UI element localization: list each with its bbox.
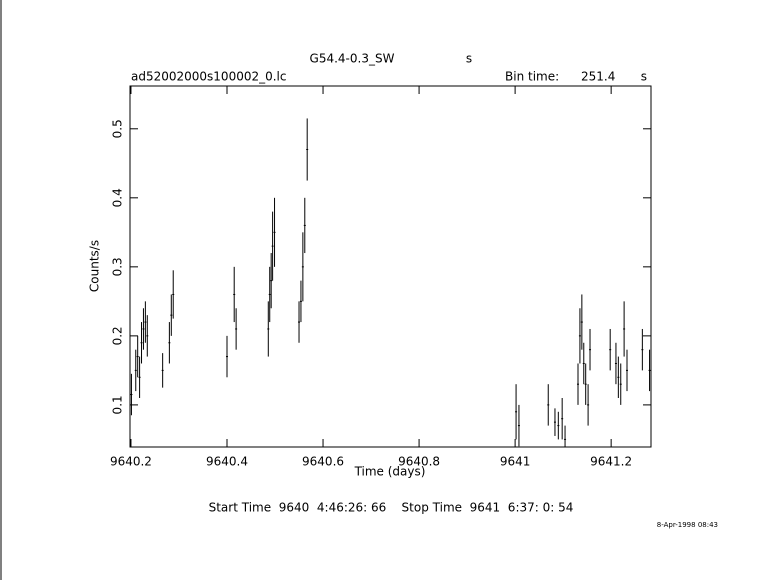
x-tick-label: 9640.8 <box>398 455 440 469</box>
x-axis-label: Time (days) <box>354 465 426 479</box>
y-tick-label: 0.2 <box>111 326 125 345</box>
bin-time-unit: s <box>641 70 647 84</box>
y-tick-label: 0.5 <box>111 119 125 138</box>
y-tick-label: 0.4 <box>111 188 125 207</box>
x-tick-label: 9641.2 <box>590 455 632 469</box>
y-tick-label: 0.3 <box>111 257 125 276</box>
title-unit: s <box>466 52 472 66</box>
subtitle: ad52002000s100002_0.lc <box>131 70 287 84</box>
x-tick-label: 9640.2 <box>110 455 152 469</box>
y-tick-label: 0.1 <box>111 395 125 414</box>
data-points <box>130 118 651 447</box>
plot-frame <box>129 85 652 448</box>
footer: Start Time 9640 4:46:26: 66 Stop Time 96… <box>209 501 574 515</box>
x-tick-label: 9640.4 <box>206 455 248 469</box>
chart-title: G54.4-0.3_SW <box>310 52 395 66</box>
x-tick-label: 9641 <box>500 455 531 469</box>
bin-time: 251.4 <box>581 70 615 84</box>
bin-time-label: Bin time: <box>505 70 559 84</box>
x-tick-label: 9640.6 <box>302 455 344 469</box>
date: 8-Apr-1998 08:43 <box>657 521 718 529</box>
y-axis-label: Counts/s <box>88 240 102 292</box>
